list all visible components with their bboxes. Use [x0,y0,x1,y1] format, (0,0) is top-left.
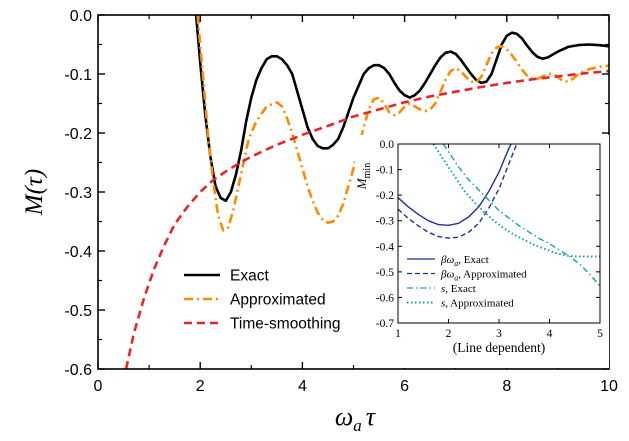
inset-series-line-3 [432,144,600,258]
inset-legend-label-3: s, Approximated [441,298,514,310]
main-x-tick-label: 8 [502,378,511,395]
inset-y-tick-label: -0.4 [376,241,394,253]
inset-legend-label-main: βω [440,269,454,281]
main-y-tick-label: -0.5 [64,303,92,320]
inset-legend-label-tail: , Exact [445,283,476,295]
inset-y-tick-label: -0.7 [376,318,394,330]
inset-y-tick-label: -0.1 [376,165,394,177]
inset-y-axis-label: Mmin [354,163,373,190]
inset-background [355,135,609,368]
inset-x-tick-label: 2 [446,328,452,340]
main-x-tick-label: 6 [400,378,409,395]
main-legend-label-1: Approximated [230,292,326,309]
main-x-axis-label-main: ω [335,402,353,431]
main-x-tick-label: 0 [94,378,103,395]
main-x-tick-label: 4 [298,378,307,395]
inset-series-line-0 [398,144,512,226]
inset-legend-label-tail: , Approximated [445,298,514,310]
main-y-tick-label: -0.1 [64,67,92,84]
inset-legend-label-tail: , Exact [458,254,489,266]
inset-y-tick-label: -0.3 [376,216,394,228]
main-y-tick-label: -0.3 [64,185,92,202]
main-x-axis-label-tail: τ [366,402,377,431]
main-y-tick-label: -0.4 [64,244,92,261]
main-y-tick-label: -0.2 [64,126,92,143]
inset-series-group [398,144,600,287]
inset-legend-label-main: s [441,283,445,295]
inset-y-tick-label: 0.0 [380,139,395,151]
inset-x-tick-label: 5 [597,328,603,340]
inset-series-line-2 [442,144,600,287]
inset-chart: 1 2 3 4 5 0.0 -0.1 -0.2 -0.3 -0.4 -0.5 -0.6 -0.7 (Lin… [354,135,609,368]
inset-legend-label-sub: a [454,259,458,268]
inset-legend-label-2: s, Exact [441,283,476,295]
main-x-tick-label: 2 [196,378,205,395]
main-x-axis-label: ωa τ [335,402,377,435]
inset-x-tick-label: 4 [547,328,553,340]
main-legend-label-0: Exact [230,268,269,285]
inset-series-line-1 [398,144,518,239]
inset-legend-label-0: βωa, Exact [440,254,489,268]
inset-y-tick-label: -0.5 [376,267,394,279]
inset-x-tick-label: 3 [496,328,502,340]
inset-legend-label-1: βωa, Approximated [440,269,527,283]
inset-y-axis-label-main: M [354,177,369,190]
main-series-group [124,15,609,369]
main-series-line-0 [194,15,609,203]
inset-y-tick-label: -0.2 [376,190,394,202]
main-series-line-1 [196,15,609,232]
main-chart: 0 2 4 6 8 100.0-0.1-0.2-0.3-0.4-0.5-0.6ωa τM(τ… [21,8,618,435]
main-legend-label-2: Time-smoothing [230,316,341,333]
main-series-line-2 [124,69,609,369]
inset-y-axis-label-sub: min [362,163,373,179]
inset-y-tick-label: -0.6 [376,292,394,304]
main-x-axis-label-sub: a [353,416,362,435]
inset-legend-label-tail: , Approximated [458,269,527,281]
inset-x-tick-label: 1 [395,328,401,340]
inset-legend-label-main: s [441,298,445,310]
main-legend: Exact Approximated Time-smoothing [184,268,341,333]
main-y-axis-label: M(τ) [21,169,48,216]
inset-x-axis-label: (Line dependent) [453,340,546,355]
inset-legend-label-sub: a [454,274,458,283]
main-y-tick-label: -0.6 [64,362,92,379]
main-x-tick-label: 10 [600,378,618,395]
inset-legend-label-main: βω [440,254,454,266]
main-y-tick-label: 0.0 [70,8,92,25]
